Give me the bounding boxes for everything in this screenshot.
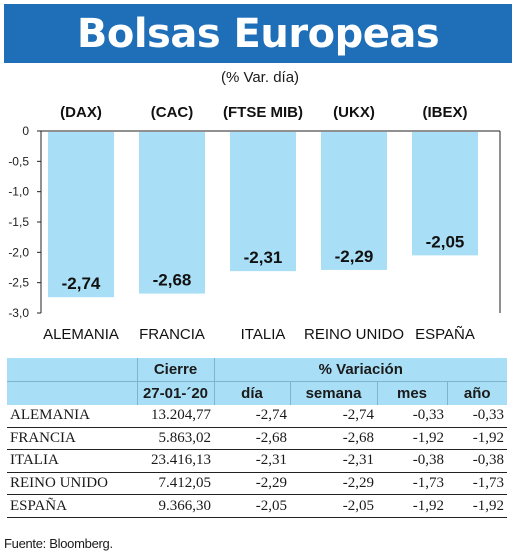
header-semana: semana [289,381,377,405]
header-dia: día [213,381,290,405]
cell-dia: -2,31 [214,449,290,473]
table-corner [7,358,137,382]
table-corner-2 [7,381,137,405]
data-table-container: Cierre % Variación 27-01-´20 día semana … [7,358,508,518]
cell-dia: -2,68 [214,427,290,451]
cell-mes: -1,73 [377,472,447,496]
index-label: (CAC) [151,104,194,121]
chart-subtitle: (% Var. día) [220,69,300,86]
source-note: Fuente: Bloomberg. [4,536,113,551]
value-label: -2,29 [335,247,374,266]
category-label: REINO UNIDO [304,326,404,343]
cell-dia: -2,74 [214,405,290,428]
cell-ano: -1,73 [447,472,508,496]
y-tick-label: -1,5 [8,215,29,229]
cell-semana: -2,05 [290,494,377,518]
cell-ano: -0,38 [447,449,508,473]
cell-ano: -0,33 [447,405,508,428]
bar [412,132,478,256]
cell-mes: -1,92 [377,494,447,518]
index-label: (IBEX) [423,104,468,121]
cell-mes: -1,92 [377,427,447,451]
cell-cierre: 13.204,77 [137,405,214,428]
cell-cierre: 9.366,30 [137,494,214,518]
cell-mes: -0,33 [377,405,447,428]
y-tick-label: 0 [22,124,29,138]
row-name: ITALIA [7,449,137,473]
value-label: -2,31 [244,248,283,267]
category-label: ESPAÑA [415,326,475,343]
cell-semana: -2,29 [290,472,377,496]
cell-cierre: 23.416,13 [137,449,214,473]
cell-mes: -0,38 [377,449,447,473]
table-row: REINO UNIDO 7.412,05 -2,29 -2,29 -1,73 -… [7,472,508,496]
title-banner: Bolsas Europeas [4,4,512,63]
data-table: Cierre % Variación 27-01-´20 día semana … [7,358,508,518]
cell-ano: -1,92 [447,494,508,518]
table-row: ESPAÑA 9.366,30 -2,05 -2,05 -1,92 -1,92 [7,494,508,518]
value-label: -2,74 [62,274,101,293]
y-tick-label: -2,5 [8,276,29,290]
table-row: ITALIA 23.416,13 -2,31 -2,31 -0,38 -0,38 [7,449,508,473]
cell-semana: -2,74 [290,405,377,428]
header-ano: año [446,381,508,405]
table-row: FRANCIA 5.863,02 -2,68 -2,68 -1,92 -1,92 [7,427,508,451]
y-tick-label: -1,0 [8,185,29,199]
header-mes: mes [376,381,447,405]
value-label: -2,05 [426,232,465,251]
category-label: ITALIA [241,326,286,343]
value-label: -2,68 [153,271,192,290]
index-label: (DAX) [60,104,102,121]
bar-chart: 0 -0,5 -1,0 -1,5 -2,0 -2,5 -3,0 (DAX) ALEMANIA -2… [8,104,501,343]
table-row: ALEMANIA 13.204,77 -2,74 -2,74 -0,33 -0,… [7,405,508,428]
page-title: Bolsas Europeas [76,10,440,57]
row-name: ALEMANIA [7,405,137,428]
header-variacion: % Variación [213,358,508,382]
bar [48,132,114,298]
cell-cierre: 5.863,02 [137,427,214,451]
category-label: ALEMANIA [43,326,119,343]
row-name: FRANCIA [7,427,137,451]
header-date: 27-01-´20 [136,381,214,405]
cell-dia: -2,29 [214,472,290,496]
cell-semana: -2,31 [290,449,377,473]
bar [321,132,387,270]
header-cierre: Cierre [136,358,214,382]
row-name: REINO UNIDO [7,472,137,496]
index-label: (UKX) [333,104,375,121]
bar [230,132,296,272]
cell-cierre: 7.412,05 [137,472,214,496]
cell-ano: -1,92 [447,427,508,451]
y-tick-label: -0,5 [8,154,29,168]
index-label: (FTSE MIB) [223,104,303,121]
bar [139,132,205,294]
y-tick-label: -2,0 [8,245,29,259]
y-tick-label: -3,0 [8,306,29,320]
cell-dia: -2,05 [214,494,290,518]
cell-semana: -2,68 [290,427,377,451]
row-name: ESPAÑA [7,494,137,518]
category-label: FRANCIA [139,326,205,343]
